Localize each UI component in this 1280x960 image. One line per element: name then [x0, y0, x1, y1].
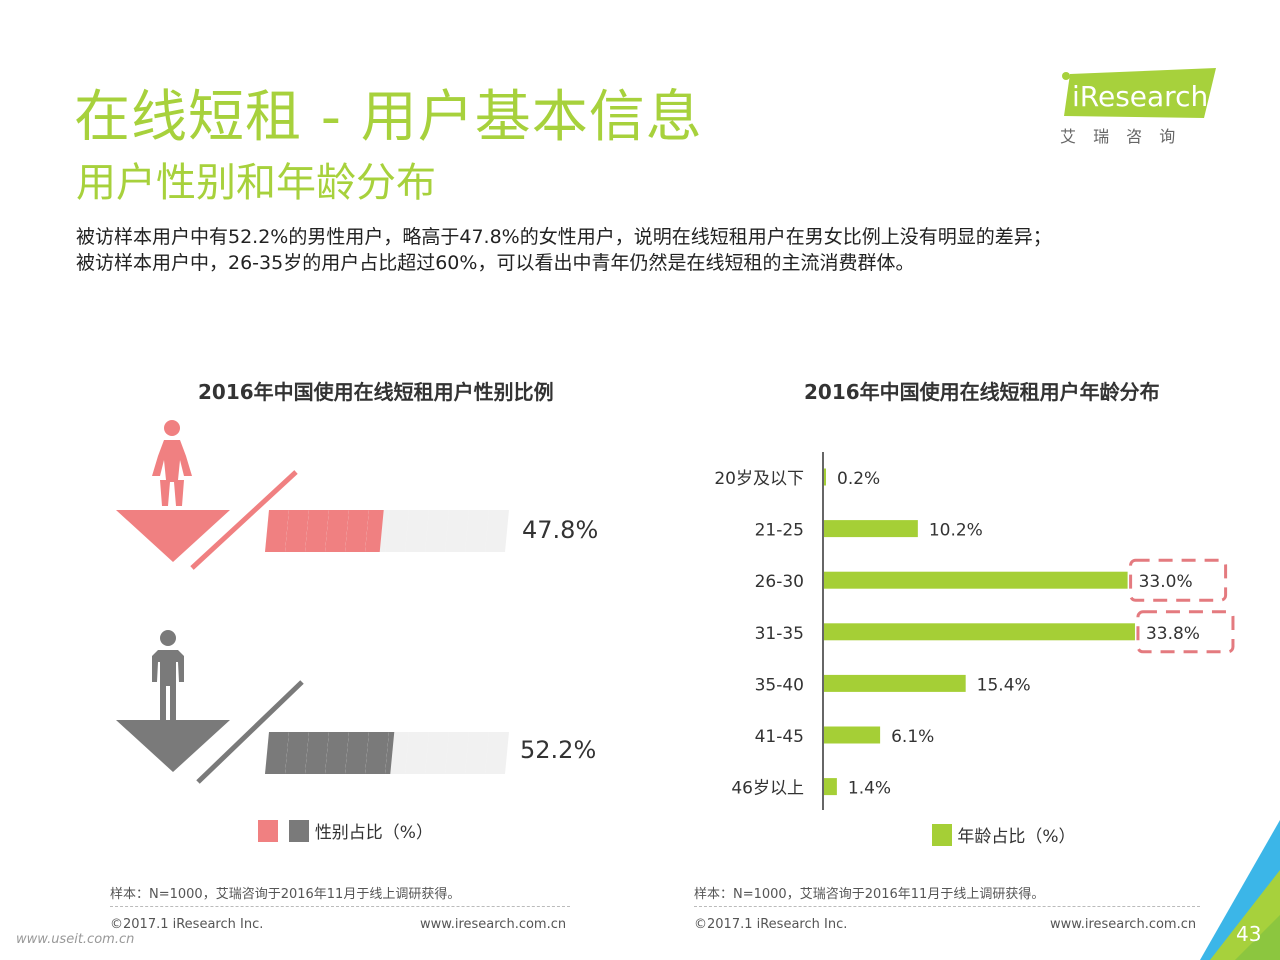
- gender-chart-title: 2016年中国使用在线短租用户性别比例: [198, 380, 554, 404]
- female-divider: [190, 470, 298, 570]
- female-stripe-fill: [345, 510, 369, 552]
- page-title: 在线短租 - 用户基本信息: [74, 85, 703, 150]
- male-stripe-fill: [305, 732, 329, 774]
- age-legend-label: 年龄占比（%）: [957, 827, 1076, 847]
- legend-swatch-male: [289, 819, 310, 842]
- female-stripe-bg: [405, 510, 429, 552]
- age-value-label: 15.4%: [977, 675, 1031, 695]
- age-category-label: 26-30: [755, 572, 804, 592]
- corner-decoration: [1200, 820, 1280, 960]
- female-stripe-bg: [465, 510, 489, 552]
- age-category-label: 21-25: [755, 521, 804, 541]
- female-stripe-fill: [365, 510, 384, 552]
- age-value-label: 33.8%: [1146, 624, 1200, 644]
- summary-line-1: 被访样本用户中有52.2%的男性用户，略高于47.8%的女性用户，说明在线短租用…: [76, 226, 1052, 248]
- age-bar: [824, 468, 826, 486]
- age-category-label: 35-40: [755, 675, 804, 695]
- female-stripe-fill: [305, 510, 329, 552]
- male-stripe-fill: [345, 732, 369, 774]
- age-legend: 年龄占比（%）: [932, 822, 1076, 847]
- age-bar: [824, 520, 918, 538]
- male-stripe-bg: [445, 732, 469, 774]
- iresearch-logo: iResearch 艾 瑞 咨 询: [1056, 66, 1226, 156]
- male-stripe-fill: [365, 732, 389, 774]
- url-left: www.iresearch.com.cn: [420, 917, 567, 932]
- age-category-label: 31-35: [755, 624, 804, 644]
- summary-line-2: 被访样本用户中，26-35岁的用户占比超过60%，可以看出中青年仍然是在线短租的…: [76, 252, 915, 274]
- male-value-label: 52.2%: [520, 736, 596, 764]
- url-right: www.iresearch.com.cn: [1050, 917, 1197, 932]
- age-bar: [824, 778, 837, 796]
- age-bar: [824, 726, 881, 744]
- logo-chinese: 艾 瑞 咨 询: [1060, 127, 1181, 146]
- age-value-label: 33.0%: [1139, 572, 1193, 592]
- age-value-label: 10.2%: [929, 521, 983, 541]
- age-value-label: 1.4%: [848, 779, 891, 799]
- copyright-right: ©2017.1 iResearch Inc.: [694, 917, 848, 932]
- female-stripe-bg: [385, 510, 409, 552]
- female-stripe-bg: [425, 510, 449, 552]
- gender-legend: 性别占比（%）: [258, 818, 433, 843]
- age-bar: [824, 674, 966, 692]
- highlight-box: [1136, 610, 1235, 654]
- age-category-label: 20岁及以下: [714, 469, 804, 489]
- male-stripe-bg: [425, 732, 449, 774]
- male-stripe-fill: [325, 732, 349, 774]
- female-stripes: [265, 510, 509, 552]
- male-stripe-bg: [405, 732, 429, 774]
- age-value-label: 0.2%: [837, 469, 880, 489]
- female-figure-icon: [152, 420, 192, 506]
- copyright-left: ©2017.1 iResearch Inc.: [110, 917, 264, 932]
- age-bar: [824, 623, 1135, 641]
- summary-text: 被访样本用户中有52.2%的男性用户，略高于47.8%的女性用户，说明在线短租用…: [76, 224, 1052, 276]
- legend-swatch-age: [932, 823, 952, 846]
- male-stripe-bg: [485, 732, 509, 774]
- footer-rule-right: [694, 906, 1200, 907]
- male-stripe-fill: [265, 732, 289, 774]
- watermark: www.useit.com.cn: [16, 932, 135, 947]
- gender-chart: 47.8% 52.2%: [116, 420, 598, 784]
- page-number: 43: [1236, 922, 1262, 946]
- age-chart: 20岁及以下 0.2% 21-25 10.2% 26-30 33.0% 31-35 33.8%…: [714, 452, 1235, 810]
- male-stripe-bg: [465, 732, 489, 774]
- age-category-label: 46岁以上: [731, 779, 804, 799]
- male-stripe-fill: [385, 732, 395, 774]
- female-stripe-bg: [485, 510, 509, 552]
- source-note-left: 样本：N=1000，艾瑞咨询于2016年11月于线上调研获得。: [110, 887, 461, 902]
- logo-brand: iResearch: [1072, 80, 1208, 113]
- age-category-label: 41-45: [755, 727, 804, 747]
- age-bar: [824, 571, 1128, 589]
- footer-rule-left: [110, 906, 570, 907]
- legend-swatch-female: [258, 819, 278, 842]
- male-divider: [196, 680, 304, 784]
- female-stripe-bg: [445, 510, 469, 552]
- female-triangle: [116, 510, 230, 562]
- age-chart-title: 2016年中国使用在线短租用户年龄分布: [804, 380, 1160, 404]
- page-subtitle: 用户性别和年龄分布: [76, 160, 436, 206]
- female-stripe-fill: [285, 510, 309, 552]
- male-figure-icon: [152, 630, 184, 720]
- male-stripe-fill: [285, 732, 309, 774]
- highlight-box: [1129, 558, 1228, 602]
- gender-legend-label: 性别占比（%）: [314, 823, 433, 843]
- source-note-right: 样本：N=1000，艾瑞咨询于2016年11月于线上调研获得。: [694, 887, 1045, 902]
- male-triangle: [116, 720, 230, 772]
- male-stripes: [265, 732, 509, 774]
- female-stripe-fill: [265, 510, 289, 552]
- female-value-label: 47.8%: [522, 516, 598, 544]
- age-value-label: 6.1%: [891, 727, 934, 747]
- female-stripe-fill: [325, 510, 349, 552]
